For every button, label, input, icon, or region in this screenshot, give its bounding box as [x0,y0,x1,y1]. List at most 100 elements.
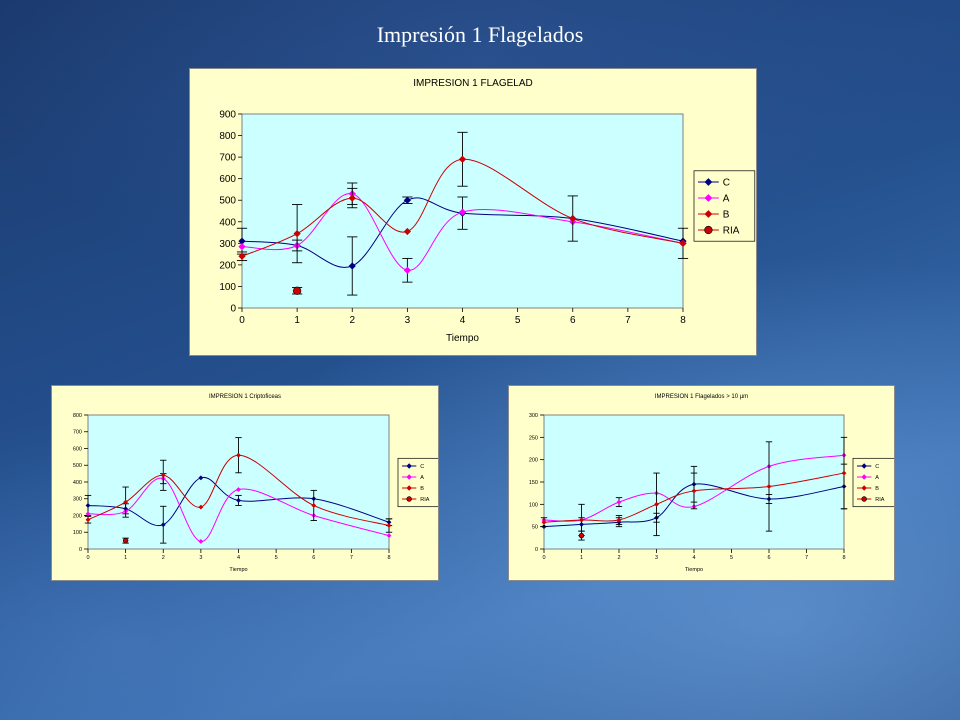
chart-cripto-xtick-label: 0 [86,555,89,561]
chart-main-point-b [458,155,467,163]
chart-criptoficeas: IMPRESION 1 Criptoficeas 0 100 200 300 400 500… [51,385,439,581]
chart-cripto-xtick-label: 4 [237,555,240,561]
chart-cripto-xtick-label: 1 [124,555,127,561]
chart-cripto-legend-marker-ria [406,496,412,502]
chart-cripto-title: IMPRESION 1 Criptoficeas [209,394,281,400]
chart-flag10-xtick-label: 2 [617,555,620,561]
chart-main-point-b [293,230,301,238]
chart-main-legend-marker-ria [704,225,713,235]
chart-main-series-c-line [241,197,684,268]
chart-main: IMPRESION 1 FLAGELAD 0 100 200 300 400 500 600 7… [189,68,757,356]
chart-cripto-point-b [85,517,91,523]
chart-main-xtick-label: 5 [515,315,521,326]
chart-main-ytick-label: 0 [230,304,236,315]
chart-cripto-xtick-label: 7 [350,555,353,561]
chart-cripto-point-b [236,452,241,458]
chart-flag10-legend-label-c: C [875,464,879,470]
chart-main-point-a [238,242,246,251]
chart-main-xtick-label: 6 [570,315,576,326]
chart-cripto-point-a [236,487,241,492]
chart-cripto-legend-marker-a [406,474,412,480]
chart-main-svg: IMPRESION 1 FLAGELAD 0 100 200 300 400 500 600 7… [219,78,756,344]
chart-main-ytick-label: 600 [219,174,236,185]
chart-main-ytick-label: 400 [219,217,236,228]
chart-flag10-point-ria [578,532,585,539]
chart-cripto-ytick-label: 0 [79,547,82,553]
chart-cripto-xlabel: Tiempo [229,567,247,573]
chart-main-xtick-label: 7 [625,315,631,326]
chart-main-title: IMPRESION 1 FLAGELAD [413,78,532,89]
chart-main-legend-label-a: A [723,194,730,205]
chart-cripto-ytick-label: 700 [73,430,82,436]
chart-main-point-c [348,262,356,270]
chart-flagelados-10um-svg: IMPRESION 1 Flagelados > 10 µm0501001502… [529,394,894,573]
chart-flag10-ytick-label: 200 [529,458,538,464]
chart-flag10-point-b [616,517,622,523]
chart-flag10-xtick-label: 5 [730,555,733,561]
chart-flag10-legend [852,457,894,508]
chart-cripto-point-b [386,523,392,528]
chart-cripto-point-c [160,522,166,528]
chart-flag10-title: IMPRESION 1 Flagelados > 10 µm [655,394,748,400]
chart-flag10-point-a [616,499,622,505]
chart-flag10-xtick-label: 0 [542,555,545,561]
chart-main-point-b [403,227,411,236]
chart-main-legend [693,170,756,242]
chart-flag10-point-b [579,517,584,523]
chart-main-legend-marker-c [704,178,713,186]
chart-flag10-legend-label-ria: RIA [875,497,885,503]
chart-cripto-xtick-label: 6 [312,555,315,561]
chart-main-legend-marker-b [704,210,713,218]
chart-cripto-point-a [198,539,204,544]
chart-flag10-xtick-label: 6 [767,555,770,561]
chart-flag10-xtick-label: 1 [580,555,583,561]
chart-main-point-b [569,214,577,223]
chart-cripto-point-c [198,475,204,481]
chart-main-point-b [348,194,356,202]
chart-main-point-c [403,196,411,204]
chart-flag10-ytick-label: 50 [532,525,538,531]
chart-flag10-legend-label-a: A [875,475,879,481]
chart-flag10-legend-marker-b [861,485,867,491]
chart-cripto-legend-label-a: A [420,475,424,481]
chart-cripto-ytick-label: 600 [73,446,82,452]
chart-flag10-xtick-label: 4 [692,555,695,561]
chart-main-xtick-label: 1 [294,315,300,326]
chart-flagelados-10um: IMPRESION 1 Flagelados > 10 µm 0 50 100 150 2… [508,385,895,581]
chart-main-ytick-label: 500 [219,196,236,207]
chart-flag10-point-b [654,501,659,507]
chart-cripto-legend [397,457,438,508]
chart-flag10-legend-marker-a [861,474,867,480]
chart-flag10-point-b [541,519,547,525]
chart-main-point-b [238,252,246,260]
chart-main-ytick-label: 700 [219,153,236,164]
chart-cripto-ytick-label: 300 [73,497,82,503]
slide-title: Impresión 1 Flagelados [376,22,584,47]
chart-cripto-xtick-label: 8 [387,555,390,561]
chart-main-ytick-label: 800 [219,131,236,142]
chart-main-xtick-label: 8 [680,315,686,326]
chart-cripto-xtick-label: 2 [162,555,165,561]
chart-cripto-xtick-label: 5 [275,555,278,561]
chart-cripto-xtick-label: 3 [199,555,202,561]
chart-flag10-point-b [766,484,772,489]
chart-main-legend-label-c: C [723,178,730,189]
chart-flag10-xtick-label: 7 [805,555,808,561]
chart-cripto-point-b [198,504,204,510]
chart-cripto-plot-area [87,414,390,550]
chart-cripto-ytick-label: 100 [73,530,82,536]
chart-main-point-b [679,239,687,247]
chart-cripto-ytick-label: 800 [73,413,82,419]
chart-cripto-legend-label-c: C [420,464,424,470]
chart-main-point-a [403,266,411,274]
chart-flag10-ytick-label: 300 [529,413,538,419]
chart-main-xlabel: Tiempo [446,333,479,344]
chart-cripto-ytick-label: 200 [73,513,82,519]
chart-main-point-ria [292,286,302,295]
chart-flag10-ytick-label: 100 [529,502,538,508]
chart-cripto-point-a [85,511,91,517]
chart-flag10-legend-marker-ria [861,496,867,502]
chart-flag10-ytick-label: 0 [535,547,538,553]
chart-cripto-point-a [386,533,392,539]
chart-cripto-point-ria [122,537,129,544]
